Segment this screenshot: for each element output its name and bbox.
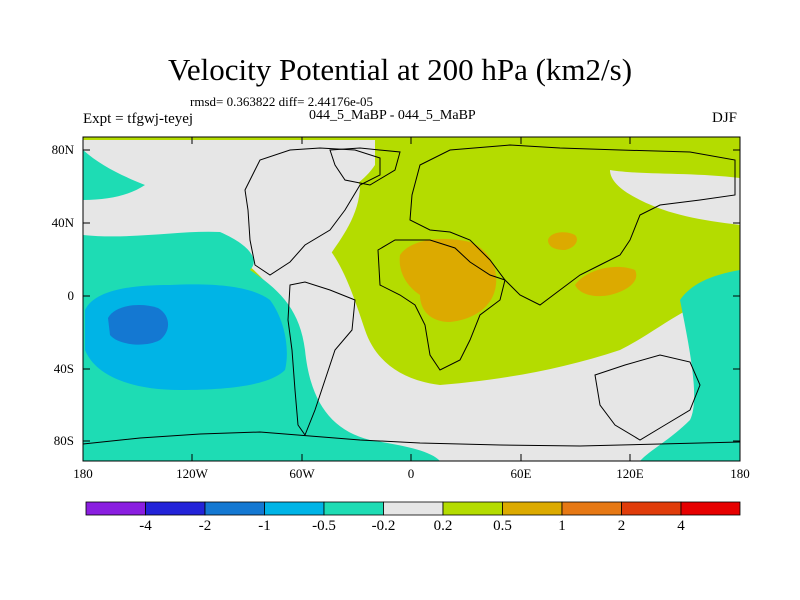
colorbar-label: -4 xyxy=(139,518,152,534)
lat-tick-label: 40S xyxy=(53,361,74,376)
field-band-near-zero-atlantic xyxy=(83,244,740,461)
continent-outlines xyxy=(83,144,740,447)
field-band-0.5-1-asia xyxy=(548,232,577,250)
lon-tick-label: 120W xyxy=(176,466,208,481)
lat-tick-label: 80S xyxy=(53,433,74,448)
colorbar-label: 0.5 xyxy=(493,518,512,534)
colorbar-label: 4 xyxy=(677,518,685,534)
colorbar-label: -0.2 xyxy=(371,518,396,534)
lat-tick-label: 40N xyxy=(51,215,74,230)
lon-tick-label: 0 xyxy=(407,466,415,481)
colorbar-box-0 xyxy=(85,501,146,516)
field-band-0.5-1-indonesia xyxy=(575,266,637,297)
map-title: Velocity Potential at 200 hPa (km2/s) xyxy=(167,52,633,87)
north-america-outline xyxy=(244,147,381,276)
colorbar-box-4 xyxy=(323,501,384,516)
colorbar-label: -1 xyxy=(258,518,271,534)
colorbar-box-7 xyxy=(502,501,563,516)
lat-tick-label: 0 xyxy=(67,288,75,303)
antarctica-outline xyxy=(83,431,740,447)
lon-tick-label: 180 xyxy=(730,466,750,481)
colorbar-label: -0.5 xyxy=(312,518,336,534)
colorbar-box-1 xyxy=(145,501,206,516)
field-band-near-zero-north-pacific xyxy=(610,170,740,225)
lon-tick-label: 60E xyxy=(510,466,532,481)
lon-tick-label: 180 xyxy=(73,466,93,481)
field-band-minus-1-2 xyxy=(108,305,169,345)
colorbar-box-8 xyxy=(561,501,622,516)
colorbar-box-10 xyxy=(680,501,741,516)
colorbar-box-5 xyxy=(383,501,444,516)
australia-outline xyxy=(594,354,701,441)
colorbar-box-2 xyxy=(204,501,265,516)
field-band-minus-0.2-0.5-polar xyxy=(83,150,145,200)
lon-tick-marks xyxy=(82,137,741,461)
colorbar-box-3 xyxy=(264,501,325,516)
greenland-outline xyxy=(329,147,401,186)
eurasia-outline xyxy=(409,144,736,306)
colorbar-label: 0.2 xyxy=(433,518,453,534)
experiment-label: Expt = tfgwj-teyej xyxy=(83,111,194,127)
colorbar-label: 2 xyxy=(617,518,626,534)
colorbar-label: -2 xyxy=(198,518,212,534)
colorbar-box-6 xyxy=(442,501,503,516)
lon-tick-label: 60W xyxy=(289,466,315,481)
colorbar-label: 1 xyxy=(558,518,566,534)
africa-outline xyxy=(377,239,506,371)
colorbar-box-9 xyxy=(621,501,682,516)
field-band-0.5-1-africa xyxy=(399,238,497,322)
lat-tick-marks xyxy=(83,149,740,442)
colorbar xyxy=(85,501,741,516)
stats-label: rmsd= 0.363822 diff= 2.44176e-05 xyxy=(190,94,374,109)
lon-tick-label: 120E xyxy=(616,466,644,481)
field-band-minus-0.2-0.5-east xyxy=(640,270,740,461)
cases-label: 044_5_MaBP - 044_5_MaBP xyxy=(309,108,476,123)
south-america-outline xyxy=(287,281,356,437)
lat-tick-label: 80N xyxy=(51,142,74,157)
season-label: DJF xyxy=(712,110,738,126)
